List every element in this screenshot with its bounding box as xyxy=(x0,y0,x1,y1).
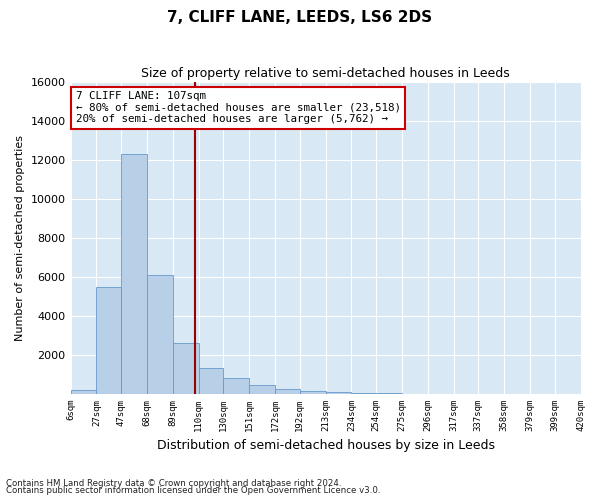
Bar xyxy=(326,392,352,394)
Bar xyxy=(299,390,326,394)
Text: 7 CLIFF LANE: 107sqm
← 80% of semi-detached houses are smaller (23,518)
20% of s: 7 CLIFF LANE: 107sqm ← 80% of semi-detac… xyxy=(76,91,401,124)
Bar xyxy=(223,378,249,394)
Bar xyxy=(249,384,275,394)
Bar xyxy=(199,368,223,394)
Text: Contains public sector information licensed under the Open Government Licence v3: Contains public sector information licen… xyxy=(6,486,380,495)
Bar xyxy=(121,154,147,394)
Bar xyxy=(275,389,299,394)
Text: Contains HM Land Registry data © Crown copyright and database right 2024.: Contains HM Land Registry data © Crown c… xyxy=(6,478,341,488)
Bar xyxy=(71,390,97,394)
Bar xyxy=(173,344,199,394)
Y-axis label: Number of semi-detached properties: Number of semi-detached properties xyxy=(15,135,25,341)
Text: 7, CLIFF LANE, LEEDS, LS6 2DS: 7, CLIFF LANE, LEEDS, LS6 2DS xyxy=(167,10,433,25)
X-axis label: Distribution of semi-detached houses by size in Leeds: Distribution of semi-detached houses by … xyxy=(157,440,494,452)
Bar xyxy=(352,393,376,394)
Bar xyxy=(147,275,173,394)
Title: Size of property relative to semi-detached houses in Leeds: Size of property relative to semi-detach… xyxy=(141,68,510,80)
Bar xyxy=(97,286,121,394)
